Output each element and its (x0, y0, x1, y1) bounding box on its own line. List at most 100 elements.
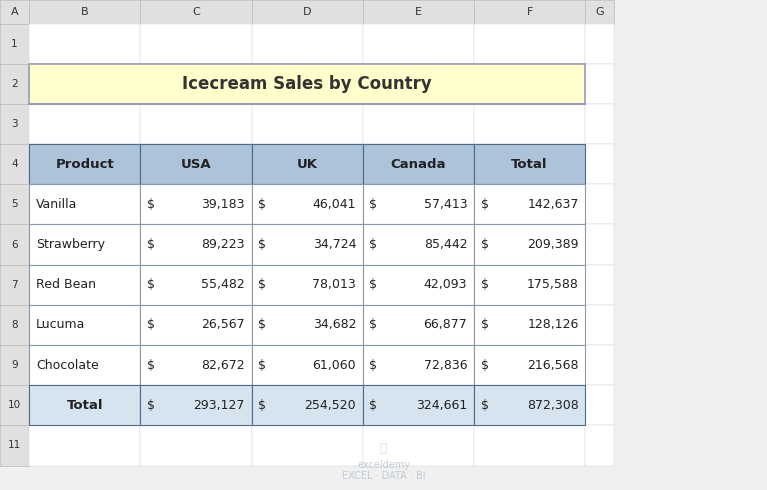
Polygon shape (140, 224, 252, 265)
Text: $: $ (147, 399, 155, 412)
Text: C: C (192, 7, 200, 17)
Polygon shape (363, 305, 474, 345)
Polygon shape (585, 24, 614, 64)
Polygon shape (474, 144, 585, 184)
Polygon shape (363, 64, 474, 104)
Polygon shape (140, 144, 252, 184)
Polygon shape (140, 224, 252, 265)
Polygon shape (252, 184, 363, 224)
Polygon shape (585, 184, 614, 224)
Polygon shape (363, 224, 474, 265)
Text: UK: UK (297, 158, 318, 171)
Polygon shape (474, 345, 585, 385)
Text: 11: 11 (8, 441, 21, 450)
Text: $: $ (481, 198, 489, 211)
Polygon shape (140, 144, 252, 184)
Text: $: $ (147, 359, 155, 371)
Polygon shape (29, 64, 585, 104)
Polygon shape (29, 184, 140, 224)
Polygon shape (474, 385, 585, 425)
Polygon shape (363, 265, 474, 305)
Text: 872,308: 872,308 (527, 399, 578, 412)
Polygon shape (29, 144, 140, 184)
Text: 216,568: 216,568 (527, 359, 578, 371)
Text: 5: 5 (12, 199, 18, 209)
Text: 66,877: 66,877 (423, 318, 467, 331)
Polygon shape (585, 64, 614, 104)
Polygon shape (29, 305, 140, 345)
Polygon shape (0, 265, 29, 305)
Polygon shape (140, 24, 252, 64)
Polygon shape (0, 184, 29, 224)
Polygon shape (585, 224, 614, 265)
Polygon shape (474, 184, 585, 224)
Polygon shape (0, 0, 29, 24)
Polygon shape (29, 224, 140, 265)
Text: 2: 2 (12, 79, 18, 89)
Text: Total: Total (512, 158, 548, 171)
Text: 128,126: 128,126 (527, 318, 578, 331)
Text: 34,682: 34,682 (313, 318, 356, 331)
Polygon shape (363, 144, 474, 184)
Text: 🏠: 🏠 (380, 442, 387, 455)
Polygon shape (29, 144, 140, 184)
Text: $: $ (481, 278, 489, 291)
Text: $: $ (370, 399, 377, 412)
Polygon shape (585, 425, 614, 466)
Text: $: $ (147, 238, 155, 251)
Text: 78,013: 78,013 (312, 278, 356, 291)
Polygon shape (140, 305, 252, 345)
Polygon shape (363, 0, 474, 24)
Polygon shape (474, 144, 585, 184)
Text: Total: Total (67, 399, 103, 412)
Text: 4: 4 (12, 159, 18, 169)
Polygon shape (140, 425, 252, 466)
Polygon shape (363, 265, 474, 305)
Polygon shape (29, 265, 140, 305)
Text: 34,724: 34,724 (313, 238, 356, 251)
Polygon shape (252, 184, 363, 224)
Polygon shape (363, 184, 474, 224)
Polygon shape (252, 345, 363, 385)
Polygon shape (140, 385, 252, 425)
Text: $: $ (258, 198, 266, 211)
Text: 10: 10 (8, 400, 21, 410)
Polygon shape (474, 0, 585, 24)
Text: 72,836: 72,836 (423, 359, 467, 371)
Polygon shape (252, 305, 363, 345)
Polygon shape (29, 64, 140, 104)
Text: 3: 3 (12, 119, 18, 129)
Polygon shape (0, 425, 29, 466)
Polygon shape (140, 104, 252, 144)
Polygon shape (585, 305, 614, 345)
Polygon shape (29, 104, 140, 144)
Polygon shape (0, 305, 29, 345)
Text: 8: 8 (12, 320, 18, 330)
Text: 6: 6 (12, 240, 18, 249)
Text: Product: Product (55, 158, 114, 171)
Polygon shape (474, 305, 585, 345)
Polygon shape (252, 104, 363, 144)
Polygon shape (585, 265, 614, 305)
Polygon shape (363, 385, 474, 425)
Polygon shape (252, 425, 363, 466)
Polygon shape (252, 385, 363, 425)
Polygon shape (474, 265, 585, 305)
Text: $: $ (258, 318, 266, 331)
Polygon shape (363, 425, 474, 466)
Polygon shape (140, 184, 252, 224)
Text: Chocolate: Chocolate (36, 359, 99, 371)
Text: 57,413: 57,413 (423, 198, 467, 211)
Text: 85,442: 85,442 (423, 238, 467, 251)
Text: 26,567: 26,567 (201, 318, 245, 331)
Polygon shape (474, 224, 585, 265)
Polygon shape (140, 265, 252, 305)
Text: E: E (415, 7, 422, 17)
Polygon shape (474, 24, 585, 64)
Polygon shape (252, 224, 363, 265)
Polygon shape (29, 305, 140, 345)
Polygon shape (585, 144, 614, 184)
Text: $: $ (481, 399, 489, 412)
Text: $: $ (481, 238, 489, 251)
Polygon shape (363, 345, 474, 385)
